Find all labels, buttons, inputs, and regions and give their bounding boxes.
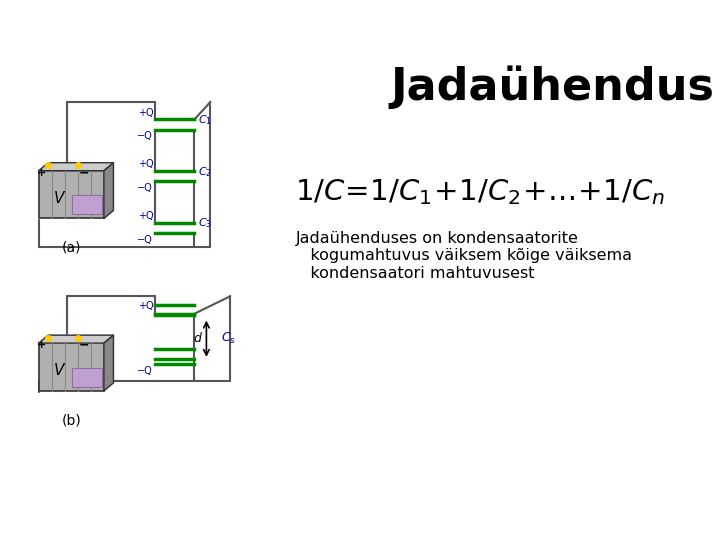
Text: +Q: +Q (138, 159, 153, 170)
Text: −Q: −Q (138, 183, 153, 193)
Text: −Q: −Q (138, 235, 153, 245)
Text: −Q: −Q (138, 131, 153, 141)
Bar (72, 368, 102, 387)
Polygon shape (39, 163, 114, 171)
Text: V: V (54, 191, 65, 206)
Text: $C_3$: $C_3$ (198, 217, 212, 231)
Text: +Q: +Q (138, 301, 153, 312)
Text: (b): (b) (61, 413, 81, 427)
Bar (39, 171, 104, 218)
Text: $C_s$: $C_s$ (221, 331, 236, 346)
Text: Jadaühendus: Jadaühendus (391, 65, 715, 109)
Bar (39, 343, 104, 391)
Polygon shape (104, 163, 114, 218)
Text: −: − (78, 166, 89, 180)
Text: Jadaühenduses on kondensaatorite: Jadaühenduses on kondensaatorite (295, 231, 578, 246)
Text: V: V (54, 363, 65, 379)
Text: +: + (37, 168, 47, 178)
Text: $C_2$: $C_2$ (198, 165, 212, 179)
Bar (72, 195, 102, 214)
Text: −: − (78, 339, 89, 352)
Polygon shape (39, 335, 114, 343)
Text: +Q: +Q (138, 211, 153, 221)
Text: +: + (37, 341, 47, 350)
Text: $C_1$: $C_1$ (198, 113, 212, 127)
Polygon shape (104, 335, 114, 391)
Text: −Q: −Q (138, 366, 153, 376)
Text: d: d (193, 332, 201, 345)
Text: $1/C\!=\!1/C_1\!+\!1/C_2\!+\!\ldots\!+\!1/C_n$: $1/C\!=\!1/C_1\!+\!1/C_2\!+\!\ldots\!+\!… (295, 177, 665, 207)
Text: (a): (a) (62, 241, 81, 254)
Text: kondensaatori mahtuvusest: kondensaatori mahtuvusest (295, 266, 535, 281)
Text: kogumahtuvus väiksem kõige väiksema: kogumahtuvus väiksem kõige väiksema (295, 248, 632, 263)
Text: +Q: +Q (138, 108, 153, 118)
